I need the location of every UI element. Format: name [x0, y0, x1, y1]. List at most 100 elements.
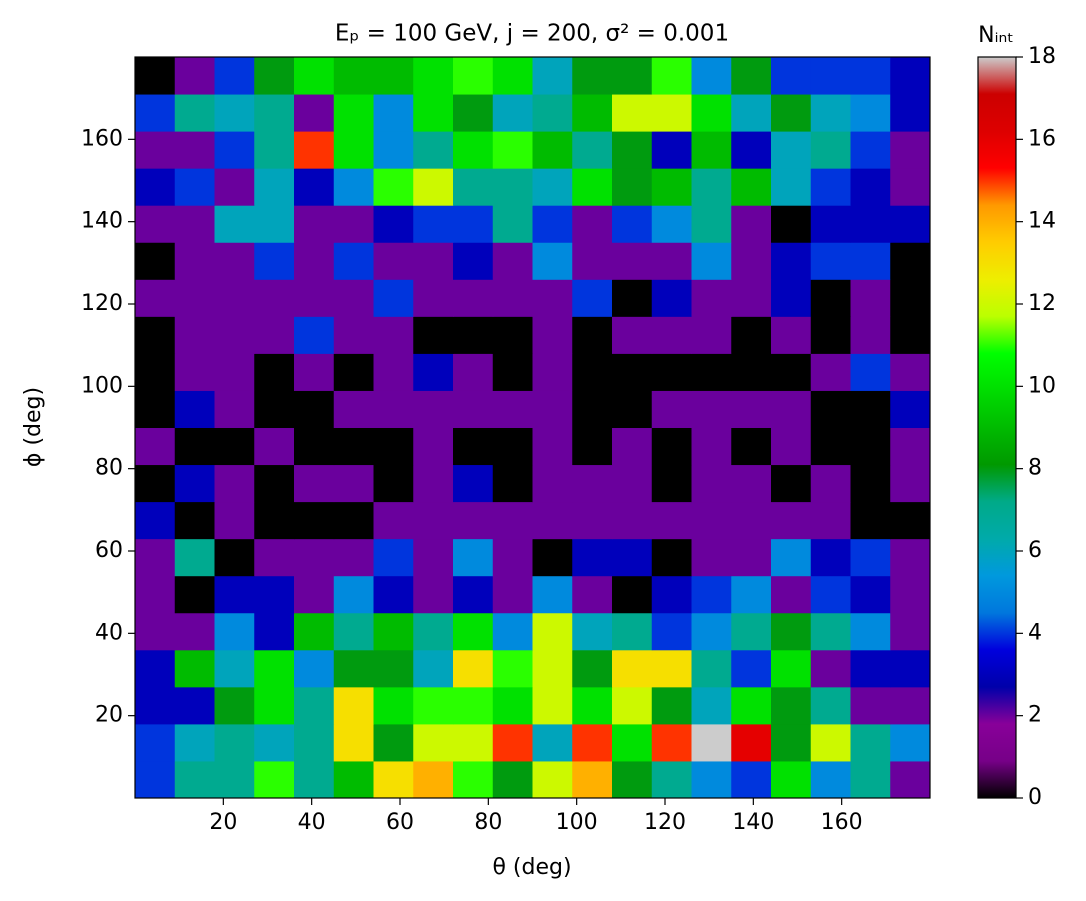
heatmap-cell [174, 242, 215, 280]
heatmap-cell [612, 94, 653, 132]
heatmap-cell [572, 538, 613, 577]
heatmap-cell [333, 464, 374, 503]
heatmap-cell [413, 649, 454, 688]
heatmap-cell [294, 57, 335, 95]
heatmap-cell [890, 649, 931, 688]
heatmap-cell [572, 390, 613, 428]
heatmap-cell [532, 612, 573, 651]
heatmap-cell [572, 279, 613, 317]
heatmap-cell [691, 57, 732, 95]
heatmap-cell [651, 279, 692, 317]
heatmap-cell [214, 390, 255, 428]
heatmap-cell [333, 501, 374, 540]
heatmap-cell [135, 501, 176, 540]
heatmap-cell [691, 94, 732, 132]
x-axis-label: θ (deg) [492, 855, 571, 880]
heatmap-cell [532, 168, 573, 206]
heatmap-cell [174, 168, 215, 206]
heatmap-cell [492, 353, 533, 391]
x-tick-label: 100 [556, 810, 598, 835]
heatmap-cell [691, 649, 732, 688]
heatmap-cell [214, 538, 255, 577]
heatmap-cell [135, 168, 176, 206]
heatmap-cell [890, 168, 931, 206]
heatmap-cell [771, 242, 812, 280]
heatmap-cell [850, 723, 891, 762]
heatmap-cell [254, 279, 295, 317]
colorbar-tick-label: 18 [1028, 44, 1056, 69]
heatmap-cell [373, 279, 414, 317]
heatmap-cell [413, 57, 454, 95]
heatmap-cell [572, 242, 613, 280]
heatmap-cell [612, 501, 653, 540]
heatmap-cell [612, 242, 653, 280]
heatmap-cell [572, 612, 613, 651]
heatmap-cell [413, 205, 454, 243]
heatmap-cell [135, 353, 176, 391]
heatmap-cell [294, 575, 335, 614]
heatmap-cell [135, 649, 176, 688]
heatmap-cell [254, 464, 295, 503]
heatmap-cell [135, 57, 176, 95]
heatmap-cell [612, 760, 653, 799]
heatmap-cell [850, 464, 891, 503]
heatmap-cell [373, 575, 414, 614]
heatmap-cell [254, 390, 295, 428]
heatmap-cell [810, 612, 851, 651]
heatmap-cell [135, 390, 176, 428]
heatmap-cell [771, 131, 812, 169]
heatmap-cell [333, 316, 374, 354]
heatmap-cell [691, 723, 732, 762]
heatmap-cell [413, 390, 454, 428]
heatmap-cell [333, 390, 374, 428]
heatmap-cell [373, 760, 414, 799]
heatmap-cell [850, 242, 891, 280]
heatmap-cell [214, 168, 255, 206]
heatmap-cell [413, 575, 454, 614]
heatmap-cell [174, 390, 215, 428]
heatmap-cell [174, 316, 215, 354]
x-tick-label: 160 [821, 810, 863, 835]
heatmap-cell [174, 501, 215, 540]
heatmap-cell [810, 242, 851, 280]
heatmap-cell [413, 168, 454, 206]
chart-title: Eₚ = 100 GeV, j = 200, σ² = 0.001 [335, 21, 729, 47]
heatmap-cell [691, 279, 732, 317]
heatmap-cell [612, 575, 653, 614]
y-tick-label: 140 [81, 209, 123, 234]
heatmap-cell [612, 723, 653, 762]
heatmap-cell [890, 205, 931, 243]
heatmap-cell [890, 464, 931, 503]
heatmap-cell [890, 316, 931, 354]
heatmap-cell [135, 538, 176, 577]
heatmap-cell [850, 205, 891, 243]
heatmap-cell [254, 57, 295, 95]
heatmap-cell [651, 464, 692, 503]
heatmap-cell [254, 501, 295, 540]
heatmap-cell [731, 538, 772, 577]
heatmap-cell [810, 686, 851, 725]
heatmap-cell [810, 575, 851, 614]
heatmap-cell [532, 464, 573, 503]
heatmap-cell [135, 760, 176, 799]
heatmap-cell [214, 686, 255, 725]
heatmap-cell [453, 131, 494, 169]
heatmap-cell [810, 538, 851, 577]
heatmap-cell [453, 649, 494, 688]
heatmap-cell [651, 612, 692, 651]
heatmap-cell [651, 575, 692, 614]
heatmap-cell [453, 760, 494, 799]
x-tick-label: 80 [474, 810, 502, 835]
heatmap-cell [492, 760, 533, 799]
heatmap-cell [294, 612, 335, 651]
heatmap-cell [254, 538, 295, 577]
heatmap-cell [890, 686, 931, 725]
heatmap-cell [810, 168, 851, 206]
heatmap-cell [810, 57, 851, 95]
heatmap-cell [572, 723, 613, 762]
heatmap-cell [572, 464, 613, 503]
y-tick-label: 120 [81, 291, 123, 316]
heatmap-cell [532, 723, 573, 762]
heatmap-cell [492, 94, 533, 132]
